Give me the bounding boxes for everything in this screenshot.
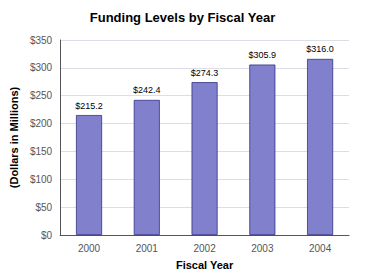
svg-text:2000: 2000	[78, 243, 101, 254]
svg-text:2004: 2004	[309, 243, 332, 254]
svg-text:$300: $300	[30, 62, 53, 73]
svg-text:$215.2: $215.2	[75, 101, 103, 111]
svg-text:Funding Levels by Fiscal Year: Funding Levels by Fiscal Year	[90, 10, 275, 25]
svg-text:$200: $200	[30, 118, 53, 129]
svg-text:$50: $50	[35, 202, 52, 213]
svg-text:Fiscal Year: Fiscal Year	[176, 259, 234, 271]
svg-text:$100: $100	[30, 174, 53, 185]
svg-text:(Dollars in Millions): (Dollars in Millions)	[8, 86, 20, 188]
svg-text:$305.9: $305.9	[249, 50, 277, 60]
svg-text:2003: 2003	[251, 243, 274, 254]
svg-text:$242.4: $242.4	[133, 85, 161, 95]
svg-text:$150: $150	[30, 146, 53, 157]
svg-text:2002: 2002	[193, 243, 216, 254]
svg-text:$0: $0	[41, 230, 53, 241]
svg-text:$274.3: $274.3	[191, 68, 219, 78]
svg-text:2001: 2001	[136, 243, 159, 254]
svg-text:$250: $250	[30, 90, 53, 101]
svg-text:$316.0: $316.0	[306, 44, 334, 54]
svg-text:$350: $350	[30, 35, 53, 46]
